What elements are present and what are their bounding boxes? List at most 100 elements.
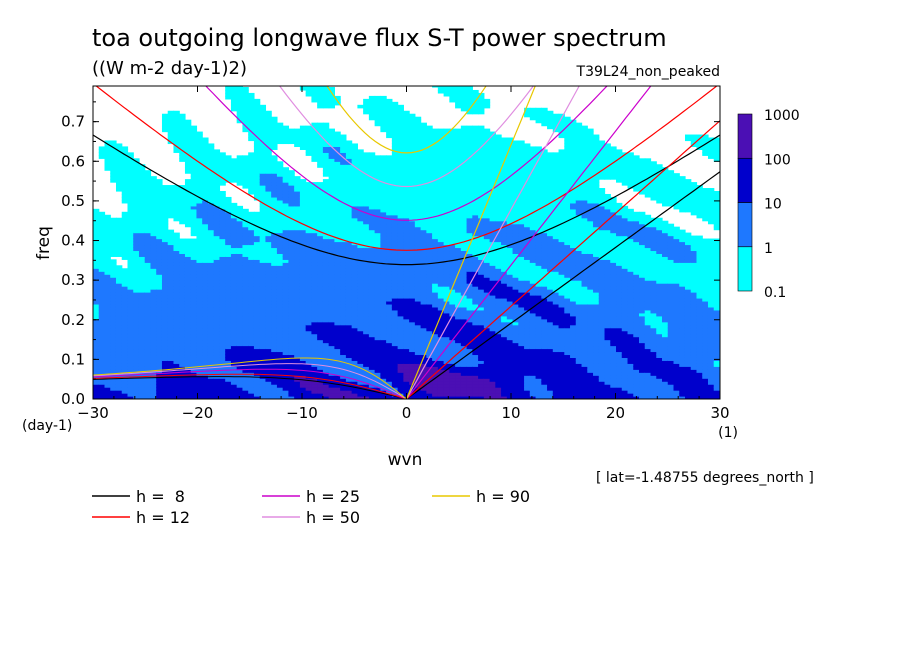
heatmap-cell <box>167 259 175 263</box>
heatmap-cell <box>104 217 111 222</box>
heatmap-cell <box>190 229 198 234</box>
heatmap-cell <box>156 339 163 344</box>
heatmap-cell <box>420 208 427 213</box>
heatmap-cell <box>127 256 134 260</box>
heatmap-cell <box>156 182 163 186</box>
heatmap-cell <box>236 238 244 243</box>
heatmap-cell <box>322 122 330 127</box>
heatmap-cell <box>276 199 284 204</box>
heatmap-cell <box>138 324 146 329</box>
heatmap-cell <box>409 295 416 299</box>
heatmap-cell <box>161 351 169 356</box>
heatmap-cell <box>161 271 169 275</box>
heatmap-cell <box>368 211 376 216</box>
heatmap-cell <box>276 122 284 127</box>
heatmap-cell <box>236 170 244 174</box>
heatmap-cell <box>236 110 244 115</box>
heatmap-cell <box>190 336 198 341</box>
heatmap-cell <box>202 262 209 266</box>
heatmap-cell <box>420 357 427 361</box>
heatmap-cell <box>282 336 290 341</box>
heatmap-cell <box>265 179 272 183</box>
heatmap-cell <box>259 196 267 201</box>
heatmap-cell <box>334 378 341 382</box>
heatmap-cell <box>328 229 335 234</box>
heatmap-cell <box>133 193 140 198</box>
heatmap-cell <box>196 318 203 323</box>
heatmap-cell <box>190 149 198 153</box>
heatmap-cell <box>397 309 404 314</box>
heatmap-cell <box>386 104 393 109</box>
heatmap-cell <box>133 303 140 308</box>
heatmap-cell <box>317 381 324 385</box>
heatmap-cell <box>317 306 324 311</box>
heatmap-cell <box>110 318 117 323</box>
heatmap-cell <box>311 146 318 150</box>
heatmap-cell <box>110 173 117 177</box>
heatmap-cell <box>386 318 393 323</box>
heatmap-cell <box>403 235 410 240</box>
heatmap-cell <box>397 122 404 127</box>
heatmap-cell <box>334 324 341 329</box>
heatmap-cell <box>93 333 100 338</box>
heatmap-cell <box>93 211 100 216</box>
heatmap-cell <box>115 271 123 275</box>
heatmap-cell <box>317 327 324 332</box>
heatmap-cell <box>184 345 192 350</box>
heatmap-cell <box>322 348 330 353</box>
heatmap-cell <box>311 292 318 296</box>
heatmap-cell <box>190 137 198 142</box>
heatmap-cell <box>420 330 427 335</box>
heatmap-cell <box>334 167 341 171</box>
heatmap-cell <box>93 324 100 329</box>
heatmap-cell <box>104 327 111 332</box>
heatmap-cell <box>213 330 221 335</box>
heatmap-cell <box>351 315 358 320</box>
heatmap-cell <box>271 229 278 234</box>
heatmap-cell <box>380 182 387 186</box>
heatmap-cell <box>230 208 238 213</box>
heatmap-cell <box>368 280 376 284</box>
heatmap-cell <box>138 199 146 204</box>
heatmap-cell <box>391 366 399 370</box>
heatmap-cell <box>190 333 198 338</box>
heatmap-cell <box>167 366 175 370</box>
heatmap-cell <box>374 155 381 159</box>
heatmap-cell <box>202 214 209 219</box>
heatmap-cell <box>276 176 284 180</box>
heatmap-cell <box>420 339 427 344</box>
heatmap-cell <box>265 366 272 370</box>
heatmap-cell <box>190 128 198 133</box>
heatmap-cell <box>225 396 232 399</box>
heatmap-cell <box>184 297 192 302</box>
heatmap-cell <box>288 342 295 347</box>
heatmap-cell <box>265 312 272 317</box>
heatmap-cell <box>248 289 255 293</box>
heatmap-cell <box>133 360 140 364</box>
heatmap-cell <box>161 125 169 130</box>
heatmap-cell <box>334 149 341 153</box>
heatmap-cell <box>305 271 313 275</box>
heatmap-cell <box>230 223 238 228</box>
heatmap-cell <box>179 140 186 145</box>
heatmap-cell <box>317 250 324 254</box>
power-heatmap <box>93 86 720 399</box>
heatmap-cell <box>213 345 221 350</box>
heatmap-cell <box>127 345 134 350</box>
heatmap-cell <box>190 250 198 254</box>
heatmap-cell <box>115 309 123 314</box>
heatmap-cell <box>225 196 232 201</box>
heatmap-cell <box>317 336 324 341</box>
heatmap-cell <box>225 286 232 290</box>
heatmap-cell <box>167 202 175 207</box>
heatmap-cell <box>322 164 330 168</box>
heatmap-cell <box>380 188 387 192</box>
heatmap-cell <box>110 390 117 394</box>
heatmap-cell <box>397 119 404 124</box>
heatmap-cell <box>127 292 134 296</box>
heatmap-cell <box>397 375 404 379</box>
heatmap-cell <box>299 134 307 139</box>
heatmap-cell <box>173 333 180 338</box>
heatmap-cell <box>184 188 192 192</box>
heatmap-cell <box>161 268 169 272</box>
